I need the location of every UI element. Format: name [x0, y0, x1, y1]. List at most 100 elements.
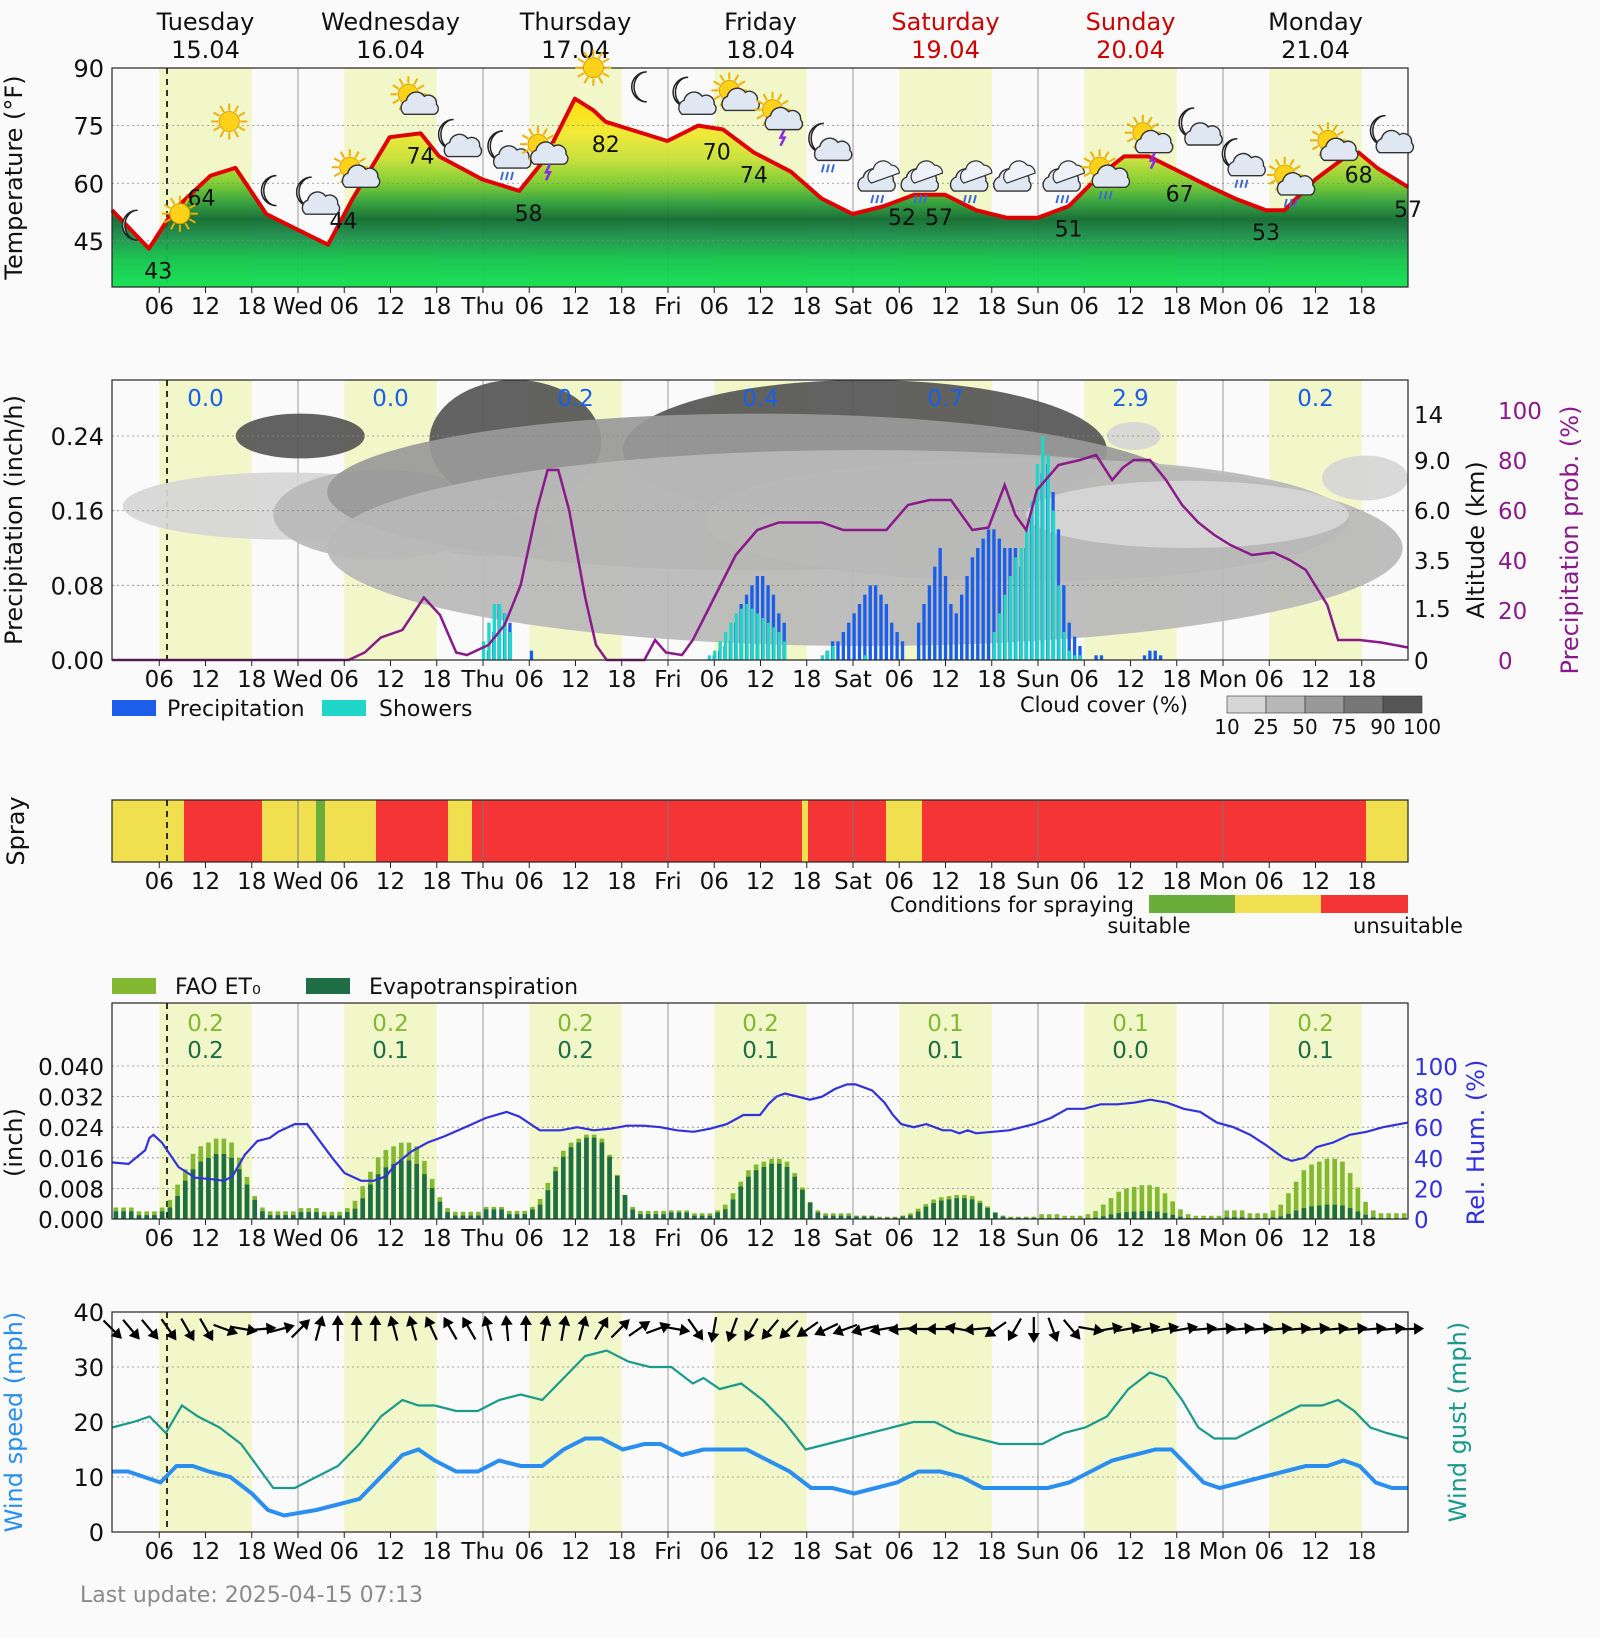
daily-fao-et0: 0.1	[927, 1011, 964, 1037]
evapotranspiration-bar	[1239, 1217, 1245, 1219]
precipitation-bar	[1158, 655, 1163, 660]
sun-disc	[582, 57, 604, 79]
evapotranspiration-bar	[221, 1153, 227, 1219]
evapotranspiration-bar	[1116, 1213, 1122, 1219]
moon-cloud-icon	[1178, 107, 1223, 146]
day-name: Wednesday	[321, 8, 460, 36]
evapotranspiration-x-tick-label: Sat	[834, 1226, 872, 1252]
rain-drop	[825, 164, 830, 173]
wind-x-tick-label: 12	[376, 1539, 405, 1565]
evapotranspiration-x-tick-label: 06	[145, 1226, 174, 1252]
evapotranspiration-bar	[838, 1215, 844, 1219]
arrow-head	[1130, 1322, 1142, 1335]
moon-cloud-icon	[295, 176, 341, 215]
sun-ray	[719, 74, 725, 82]
evapotranspiration-daylight-band	[344, 1003, 437, 1219]
evapotranspiration-x-tick-label: 18	[422, 1226, 451, 1252]
evapotranspiration-bar	[128, 1211, 134, 1219]
wind-arrow-icon	[577, 1315, 590, 1341]
evapotranspiration-bar	[483, 1209, 489, 1219]
precipitation-bar	[863, 594, 867, 660]
evapotranspiration-bar	[769, 1163, 774, 1219]
spray-x-tick-label: 12	[746, 869, 775, 895]
wind-arrow-icon	[141, 1319, 159, 1340]
sun-ray	[392, 84, 400, 90]
evapotranspiration-daylight-band	[529, 1003, 622, 1219]
evapotranspiration-bar	[306, 1212, 312, 1219]
sun-ray	[333, 157, 341, 163]
evapotranspiration-x-tick-label: 12	[376, 1226, 405, 1252]
evapotranspiration-bar	[908, 1215, 913, 1219]
day-date: 21.04	[1281, 36, 1350, 64]
temperature-y-tick-label: 90	[73, 55, 104, 83]
clouds-rain-icon	[857, 160, 900, 204]
precipitation-bar	[857, 604, 862, 660]
evapotranspiration-bar	[514, 1214, 520, 1219]
arrow-head	[1319, 1322, 1330, 1335]
arrow-head	[1007, 1329, 1019, 1342]
showers-bar	[503, 613, 507, 660]
arrow-head	[226, 1324, 239, 1337]
evapotranspiration-bar	[753, 1170, 759, 1219]
temperature-label: 43	[144, 260, 172, 285]
arrow-head	[1206, 1322, 1218, 1335]
evapotranspiration-bar	[807, 1202, 813, 1219]
spray-segment-suitable	[316, 800, 325, 862]
wind-daylight-band	[1084, 1312, 1177, 1532]
arrow-head	[147, 1328, 159, 1340]
fao-et0-bar	[1077, 1215, 1083, 1219]
evapotranspiration-bar	[684, 1212, 690, 1219]
spray-x-tick-label: Fri	[654, 869, 681, 895]
daily-precip-total: 2.9	[1112, 386, 1149, 412]
cloud-legend-title: Cloud cover (%)	[1020, 693, 1188, 717]
spray-x-tick-label: 12	[1116, 869, 1145, 895]
showers-bar	[734, 613, 738, 660]
precipitation-bar	[1067, 622, 1071, 660]
cloud-back	[959, 160, 993, 184]
sun-icon	[161, 195, 198, 232]
arrow-head	[888, 1323, 899, 1336]
wind-arrow-icon	[610, 1319, 630, 1339]
showers-bar	[761, 618, 765, 660]
evapotranspiration-bar	[553, 1171, 558, 1219]
rain-drop	[875, 194, 880, 204]
evapotranspiration-bar	[491, 1209, 497, 1219]
evapotranspiration-bar	[638, 1214, 643, 1219]
evapotranspiration-bar	[476, 1215, 481, 1219]
evapotranspiration-bar	[761, 1166, 767, 1219]
cloud-shape	[530, 141, 569, 165]
evapotranspiration-x-ticks: 06 12 18 Wed 06 12 18 Thu 06 12 18 Fri 06 12 18 Sat 06 12…	[145, 1219, 1376, 1252]
spray-segment-unsuitable	[922, 800, 1366, 862]
sun-ray	[238, 111, 246, 117]
evap-y-tick-label: 0.000	[38, 1208, 104, 1234]
fao-et0-bar	[460, 1211, 466, 1219]
evapotranspiration-bar	[329, 1215, 335, 1219]
daily-fao-et0: 0.2	[187, 1011, 224, 1037]
temperature-x-tick-label: 18	[977, 294, 1006, 320]
fao-et0-bar	[1394, 1213, 1399, 1219]
day-date: 20.04	[1096, 36, 1165, 64]
spray-segment-medium	[325, 800, 376, 862]
wind-gust-line	[111, 1349, 1409, 1490]
arrow-head	[1357, 1322, 1368, 1335]
fao-et0-bar	[1178, 1209, 1183, 1219]
evapotranspiration-bar	[275, 1215, 281, 1219]
arrow-head	[1375, 1322, 1387, 1335]
fao-et0-bar	[1039, 1214, 1044, 1219]
evapotranspiration-bar	[1232, 1217, 1237, 1219]
temperature-y-tick-label: 45	[73, 228, 104, 256]
evapotranspiration-x-tick-label: 06	[885, 1226, 914, 1252]
spray-x-tick-label: 12	[191, 869, 220, 895]
cloud-cover-layer	[122, 380, 1408, 646]
arrow-head	[796, 1326, 809, 1338]
arrow-head	[850, 1324, 863, 1336]
arrow-head	[265, 1322, 277, 1335]
wind-x-tick-label: Sun	[1016, 1539, 1060, 1565]
evap-y-label: (inch)	[0, 1108, 28, 1177]
evapotranspiration-bar	[715, 1212, 720, 1219]
temperature-x-tick-label: 12	[931, 294, 960, 320]
day-name: Tuesday	[156, 8, 255, 36]
temperature-label: 74	[740, 164, 768, 189]
spray-segment-medium	[448, 800, 472, 862]
arrow-head	[1069, 1328, 1081, 1340]
